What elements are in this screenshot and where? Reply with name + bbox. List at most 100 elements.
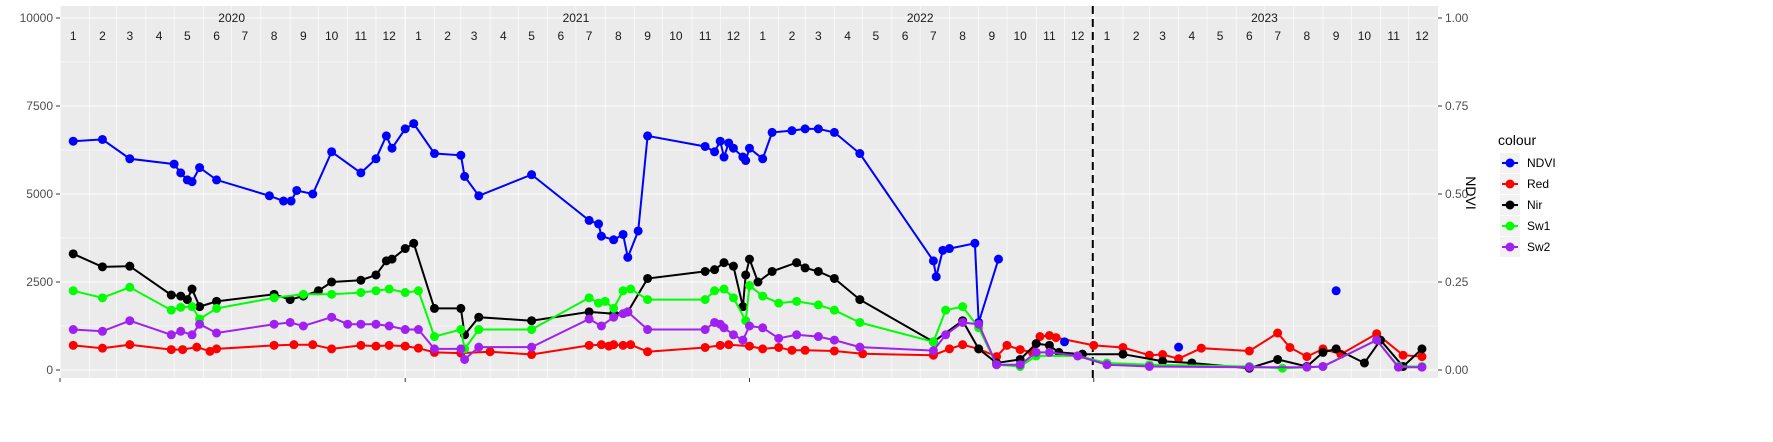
- data-point: [212, 296, 222, 306]
- data-point: [855, 342, 865, 352]
- y2-axis-title: NDVI: [1463, 176, 1479, 209]
- data-point: [970, 238, 980, 248]
- data-point: [719, 284, 729, 294]
- data-point: [356, 288, 366, 298]
- data-point: [384, 340, 394, 350]
- axes: 0 2500 5000 7500 10000 0.00 0.25 0.50 0.75 1.00: [20, 6, 1469, 382]
- month-label: 12: [727, 29, 741, 43]
- month-label: 12: [382, 29, 396, 43]
- month-label: 4: [500, 29, 507, 43]
- data-point: [371, 154, 381, 164]
- data-point: [1318, 361, 1328, 371]
- data-point: [719, 152, 729, 162]
- y-tick-label: 2500: [26, 275, 53, 289]
- data-point: [1273, 354, 1283, 364]
- data-point: [609, 235, 619, 245]
- year-label: 2023: [1251, 11, 1278, 25]
- month-label: 4: [1188, 29, 1195, 43]
- data-point: [728, 293, 738, 303]
- month-label: 9: [300, 29, 307, 43]
- data-point: [744, 254, 754, 264]
- data-point: [700, 325, 710, 335]
- legend: colour NDVI Red Nir Sw1 Sw2: [1498, 132, 1556, 257]
- data-point: [381, 131, 391, 141]
- data-point: [800, 263, 810, 273]
- month-label: 5: [1217, 29, 1224, 43]
- data-point: [289, 340, 299, 350]
- data-point: [474, 191, 484, 201]
- data-point: [724, 340, 734, 350]
- data-point: [792, 258, 802, 268]
- data-point: [269, 293, 279, 303]
- data-point: [429, 303, 439, 313]
- data-point: [413, 325, 423, 335]
- data-point: [974, 344, 984, 354]
- data-point: [308, 340, 318, 350]
- data-point: [166, 290, 176, 300]
- data-point: [429, 332, 439, 342]
- month-label: 10: [1013, 29, 1027, 43]
- data-point: [767, 266, 777, 276]
- data-point: [958, 317, 968, 327]
- legend-key-point: [1505, 179, 1515, 189]
- data-point: [429, 344, 439, 354]
- y-tick-label: 0: [46, 363, 53, 377]
- month-label: 2: [789, 29, 796, 43]
- month-label: 5: [873, 29, 880, 43]
- data-point: [527, 342, 537, 352]
- data-point: [744, 143, 754, 153]
- data-point: [169, 159, 179, 169]
- data-point: [1015, 345, 1025, 355]
- data-point: [1051, 333, 1061, 343]
- data-point: [618, 229, 628, 239]
- data-point: [1118, 349, 1128, 359]
- data-point: [313, 286, 323, 296]
- data-point: [456, 344, 466, 354]
- data-point: [941, 330, 951, 340]
- data-point: [308, 189, 318, 199]
- data-point: [800, 124, 810, 134]
- data-point: [298, 321, 308, 331]
- data-point: [343, 319, 353, 329]
- data-point: [643, 295, 653, 305]
- data-point: [774, 342, 784, 352]
- data-point: [176, 326, 186, 336]
- data-point: [195, 319, 205, 329]
- data-point: [1102, 360, 1112, 370]
- data-point: [460, 171, 470, 181]
- month-label: 1: [759, 29, 766, 43]
- data-point: [767, 127, 777, 137]
- series-line: [73, 331, 1423, 360]
- month-label: 8: [271, 29, 278, 43]
- data-point: [178, 345, 188, 355]
- data-point: [594, 219, 604, 229]
- data-point: [400, 341, 410, 351]
- data-point: [460, 354, 470, 364]
- series-red: [68, 328, 1427, 364]
- data-point: [527, 350, 537, 360]
- data-point: [728, 261, 738, 271]
- month-label: 7: [242, 29, 249, 43]
- data-point: [700, 266, 710, 276]
- data-point: [758, 291, 768, 301]
- data-point: [1417, 344, 1427, 354]
- data-point: [97, 262, 107, 272]
- data-point: [292, 185, 302, 195]
- data-point: [1277, 363, 1287, 373]
- data-point: [1015, 360, 1025, 370]
- y-tick-label: 7500: [26, 99, 53, 113]
- data-point: [800, 345, 810, 355]
- month-label: 7: [1274, 29, 1281, 43]
- data-point: [371, 319, 381, 329]
- data-point: [700, 295, 710, 305]
- data-point: [125, 340, 135, 350]
- data-point: [813, 332, 823, 342]
- data-point: [456, 303, 466, 313]
- data-point: [829, 335, 839, 345]
- data-point: [97, 343, 107, 353]
- data-point: [1174, 342, 1184, 352]
- month-label: 6: [1246, 29, 1253, 43]
- data-point: [1158, 350, 1168, 360]
- legend-label: Sw2: [1527, 240, 1551, 254]
- series-layer: [68, 119, 1427, 373]
